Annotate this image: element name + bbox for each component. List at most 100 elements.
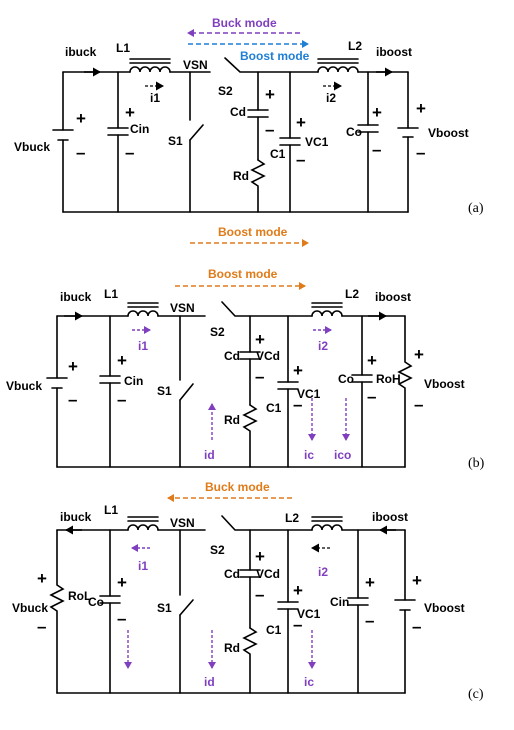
caption-a: (a) <box>468 201 484 216</box>
label-Co: Co <box>346 125 362 139</box>
label-i2: i2 <box>326 91 336 105</box>
buck-mode-label: Buck mode <box>212 16 277 30</box>
label-ibuck-b: ibuck <box>60 290 92 304</box>
label-S2-c: S2 <box>210 543 225 557</box>
svg-text:+: + <box>416 99 426 118</box>
svg-text:+: + <box>255 547 265 566</box>
svg-text:+: + <box>76 109 86 128</box>
label-C1-c: C1 <box>266 623 282 637</box>
svg-text:+: + <box>265 85 275 104</box>
label-Vboost-c: Vboost <box>424 601 465 615</box>
label-VC1-b: VC1 <box>297 387 321 401</box>
label-iboost-c: iboost <box>372 510 408 524</box>
svg-text:–: – <box>76 143 85 162</box>
panel-b: Boost mode ibuck L1 VSN <box>6 267 485 471</box>
label-VCd-c: VCd <box>256 567 280 581</box>
caption-b: (b) <box>468 456 485 471</box>
svg-text:–: – <box>68 390 77 409</box>
label-C1-b: C1 <box>266 401 282 415</box>
caption-c: (c) <box>468 687 484 702</box>
svg-text:–: – <box>255 367 264 386</box>
label-ic-c: ic <box>304 675 314 689</box>
label-L1: L1 <box>116 41 130 55</box>
svg-text:–: – <box>412 617 421 636</box>
svg-text:–: – <box>414 395 423 414</box>
panel-c: Buck mode ibuck L1 VSN <box>12 480 484 702</box>
svg-text:–: – <box>265 120 274 139</box>
label-VSN-c: VSN <box>170 516 195 530</box>
label-S1: S1 <box>168 134 183 148</box>
svg-text:+: + <box>68 357 78 376</box>
label-ibuck-c: ibuck <box>60 510 92 524</box>
svg-text:–: – <box>255 585 264 604</box>
label-Vboost: Vboost <box>428 126 469 140</box>
svg-text:–: – <box>416 143 425 162</box>
boost-mode-label: Boost mode <box>240 49 310 63</box>
label-L2-b: L2 <box>345 287 359 301</box>
label-VC1: VC1 <box>305 135 329 149</box>
label-L2: L2 <box>348 39 362 53</box>
svg-text:+: + <box>293 581 303 600</box>
svg-text:–: – <box>372 140 381 159</box>
label-iboost: iboost <box>376 45 412 59</box>
svg-text:+: + <box>414 345 424 364</box>
label-Vbuck-c: Vbuck <box>12 601 48 615</box>
svg-text:+: + <box>412 571 422 590</box>
svg-text:+: + <box>117 573 127 592</box>
label-iboost-b: iboost <box>375 290 411 304</box>
svg-text:–: – <box>125 143 134 162</box>
label-Rd-c: Rd <box>224 641 240 655</box>
svg-text:–: – <box>365 611 374 630</box>
svg-text:+: + <box>296 113 306 132</box>
svg-text:–: – <box>293 395 302 414</box>
svg-text:–: – <box>293 615 302 634</box>
boost-mode-label-b: Boost mode <box>208 267 278 281</box>
label-S1-c: S1 <box>157 601 172 615</box>
label-RoL-c: RoL <box>68 589 91 603</box>
svg-text:+: + <box>293 361 303 380</box>
label-VCd-b: VCd <box>256 349 280 363</box>
svg-text:–: – <box>367 387 376 406</box>
label-S2-b: S2 <box>210 325 225 339</box>
label-VSN: VSN <box>183 58 208 72</box>
label-i2-b: i2 <box>318 339 328 353</box>
label-Co-c: Co <box>88 595 104 609</box>
label-L2-c: L2 <box>285 511 299 525</box>
svg-text:+: + <box>255 330 265 349</box>
label-Vbuck-b: Vbuck <box>6 379 42 393</box>
label-Cd-b: Cd <box>224 349 240 363</box>
svg-text:–: – <box>37 617 46 636</box>
label-Co-b: Co <box>338 372 354 386</box>
label-Vbuck: Vbuck <box>14 140 50 154</box>
label-Cin-b: Cin <box>124 374 143 388</box>
label-id-c: id <box>204 675 215 689</box>
label-Vboost-b: Vboost <box>424 377 465 391</box>
svg-text:–: – <box>117 609 126 628</box>
svg-text:+: + <box>117 351 127 370</box>
label-L1-c: L1 <box>104 503 118 517</box>
label-S2: S2 <box>218 84 233 98</box>
label-Cin: Cin <box>130 122 149 136</box>
label-C1: C1 <box>270 147 286 161</box>
label-VC1-c: VC1 <box>297 607 321 621</box>
label-Cd-c: Cd <box>224 567 240 581</box>
buck-mode-label-c: Buck mode <box>205 480 270 494</box>
label-L1-b: L1 <box>104 287 118 301</box>
svg-text:+: + <box>367 351 377 370</box>
label-VSN-b: VSN <box>170 301 195 315</box>
label-Rd: Rd <box>233 169 249 183</box>
svg-text:+: + <box>372 103 382 122</box>
label-Cd: Cd <box>230 105 246 119</box>
label-i2-c: i2 <box>318 565 328 579</box>
svg-text:+: + <box>365 573 375 592</box>
panel-a: Buck mode Boost mode <box>14 16 484 247</box>
label-Cin-c: Cin <box>330 595 349 609</box>
svg-text:–: – <box>117 390 126 409</box>
label-i1-c: i1 <box>138 559 148 573</box>
label-S1-b: S1 <box>157 384 172 398</box>
label-i1-b: i1 <box>138 339 148 353</box>
label-i1: i1 <box>150 91 160 105</box>
label-ico-b: ico <box>334 448 351 462</box>
label-id-b: id <box>204 448 215 462</box>
